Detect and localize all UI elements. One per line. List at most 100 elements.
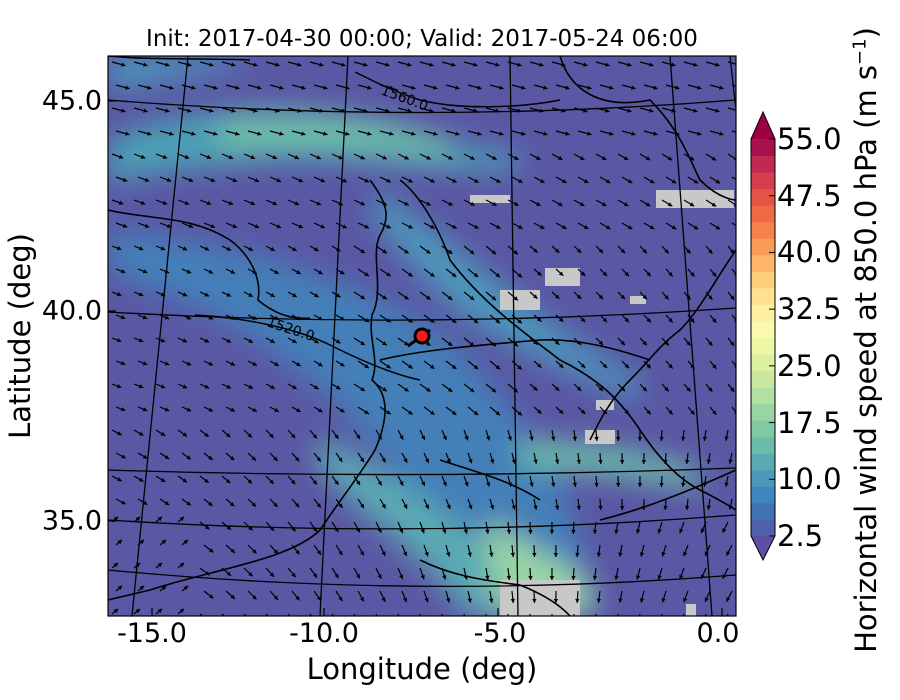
wind-arrow-head — [495, 365, 501, 370]
wind-arrow-head — [138, 338, 144, 343]
wind-arrow-head — [147, 85, 152, 90]
wind-arrow-head — [356, 434, 361, 440]
wind-arrow-head — [403, 458, 408, 463]
wind-arrow-head — [492, 155, 497, 160]
wind-arrow-head — [298, 178, 303, 183]
wind-arrow-head — [334, 434, 339, 439]
wind-arrow-head — [254, 178, 260, 183]
wind-arrow-head — [637, 436, 643, 441]
wind-arrow-head — [292, 385, 297, 389]
wind-arrow-head — [386, 410, 391, 415]
wind-arrow-head — [451, 62, 456, 67]
wind-arrow-head — [356, 573, 360, 579]
geopotential-contours — [194, 71, 561, 381]
wind-arrow-head — [338, 155, 343, 160]
wind-arrow-head — [338, 201, 343, 206]
wind-arrow-head — [447, 387, 453, 392]
wind-arrow-head — [273, 549, 279, 554]
wind-arrow-head — [270, 338, 275, 343]
wind-arrow-head — [360, 155, 365, 160]
wind-arrow-head — [120, 269, 126, 274]
wind-arrow-head — [667, 202, 673, 207]
wind-arrow-head — [554, 340, 560, 345]
wind-arrow-head — [182, 478, 187, 483]
wind-arrow-head — [429, 62, 434, 67]
wind-arrow-head — [225, 478, 231, 484]
wind-arrow-head — [269, 433, 274, 438]
wind-arrow-head — [116, 246, 122, 251]
wind-arrow-head — [188, 223, 194, 228]
wind-arrow-head — [407, 62, 412, 67]
wind-arrow-head — [627, 108, 632, 113]
wind-arrow-head — [514, 201, 519, 206]
colorbar-tick-label: 47.5 — [777, 178, 842, 213]
wind-arrow-head — [642, 294, 647, 300]
wind-arrow-head — [312, 527, 318, 532]
wind-arrow-head — [576, 386, 582, 391]
wind-arrow-head — [257, 85, 262, 90]
wind-arrow-head — [446, 598, 451, 603]
wind-arrow-head — [620, 386, 625, 392]
map-plot-area: 1560.0 1520.0 — [108, 56, 736, 616]
wind-arrow-head — [296, 316, 301, 320]
wind-arrow-head — [359, 550, 364, 556]
wind-arrow-head — [294, 155, 299, 160]
wind-arrow-head — [517, 319, 522, 324]
wind-arrow-head — [275, 62, 280, 67]
wind-arrow-shaft — [199, 613, 204, 616]
wind-arrow-head — [495, 108, 500, 113]
wind-arrow-head — [273, 502, 278, 507]
wind-arrow-head — [529, 436, 534, 441]
wind-arrow-head — [248, 338, 253, 343]
wind-arrow-head — [489, 459, 495, 464]
wind-arrow-head — [179, 516, 185, 522]
wind-arrow-head — [386, 224, 391, 229]
wind-arrow-head — [689, 156, 695, 161]
wind-arrow-head — [624, 409, 629, 415]
wind-arrow-head — [553, 598, 559, 603]
wind-arrow-head — [649, 179, 655, 184]
wind-arrow-head — [425, 249, 431, 254]
wind-arrow-head — [157, 562, 163, 568]
wind-arrow-head — [635, 575, 641, 580]
wind-arrow-head — [496, 224, 501, 229]
wind-arrow-head — [213, 131, 218, 136]
wind-arrow-head — [719, 131, 724, 136]
wind-arrow-head — [657, 529, 662, 534]
colorbar-band — [751, 221, 775, 239]
wind-arrow-head — [668, 272, 673, 277]
wind-arrow-head — [539, 108, 544, 113]
wind-arrow-head — [627, 225, 633, 230]
wind-arrow-head — [226, 571, 232, 576]
wind-arrow-head — [631, 85, 636, 90]
wind-arrow-head — [206, 200, 212, 206]
wind-arrow-head — [116, 292, 122, 297]
wind-arrow-head — [120, 361, 126, 366]
wind-arrow-head — [631, 131, 636, 136]
wind-arrow-head — [323, 131, 328, 136]
wind-arrow-head — [360, 387, 365, 392]
wind-arrow-head — [252, 269, 257, 274]
wind-arrow-head — [429, 108, 434, 113]
wind-arrow-head — [561, 178, 567, 183]
wind-arrow-head — [186, 501, 191, 506]
wind-arrow-head — [301, 131, 306, 136]
wind-arrow-head — [557, 201, 563, 206]
wind-arrow-head — [576, 505, 581, 510]
wind-arrow-head — [382, 295, 387, 300]
wind-arrow-head — [455, 131, 460, 136]
wind-arrow-head — [254, 224, 260, 229]
wind-arrow-head — [592, 529, 598, 534]
wind-arrow-head — [226, 525, 232, 530]
wind-arrow-head — [274, 269, 279, 274]
wind-arrow-head — [529, 482, 534, 487]
wind-arrow-head — [191, 85, 196, 90]
wind-arrow-head — [248, 246, 253, 251]
wind-arrow-head — [420, 574, 425, 580]
wind-arrow-head — [664, 386, 669, 392]
wind-arrow-head — [535, 155, 541, 160]
wind-arrow-head — [404, 387, 409, 392]
wind-arrow-head — [183, 585, 189, 591]
wind-arrow-head — [121, 500, 126, 505]
wind-arrow-head — [451, 318, 457, 323]
